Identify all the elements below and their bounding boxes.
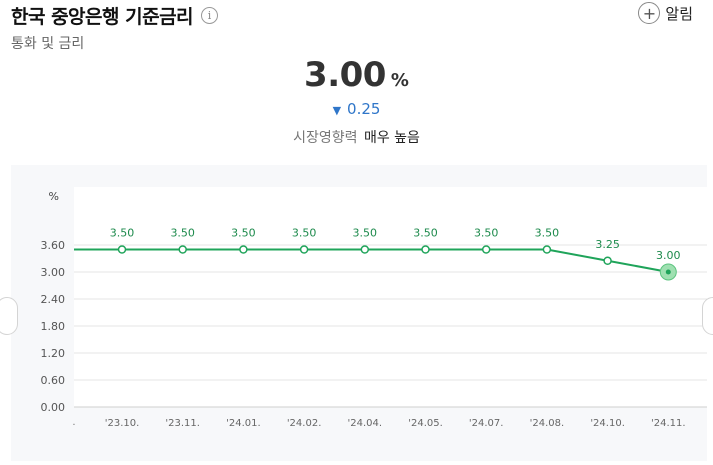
data-point (239, 245, 248, 254)
impact-label: 시장영향력 (293, 130, 358, 146)
data-label: 3.50 (535, 227, 560, 240)
info-icon[interactable]: i (201, 7, 219, 24)
data-label: 3.50 (292, 227, 317, 240)
y-tick-label: 0.00 (41, 401, 66, 414)
x-tick-label: '24.01. (226, 418, 261, 429)
page-title: 한국 중앙은행 기준금리 (11, 6, 194, 28)
data-label: 3.00 (656, 249, 681, 262)
x-tick-label: '24.08. (530, 418, 565, 429)
data-point (603, 256, 612, 265)
data-label: 3.50 (474, 227, 499, 240)
plus-icon: + (638, 2, 661, 24)
x-tick-stub: . (72, 417, 75, 428)
alarm-label: 알림 (665, 4, 693, 23)
x-tick-label: '23.11. (165, 418, 200, 429)
data-label: 3.50 (353, 227, 378, 240)
y-unit-label: % (49, 190, 59, 203)
plot-background (74, 187, 707, 407)
data-point (542, 245, 552, 254)
market-impact: 시장영향력 매우 높음 (0, 127, 713, 147)
x-tick-label: '23.10. (105, 418, 140, 429)
rate-line-chart: % 0.00 0.60 1.20 1.80 2.40 3.00 3.60. '23.10. '23… (41, 187, 707, 429)
data-label: 3.50 (110, 227, 135, 240)
data-label: 3.50 (170, 227, 195, 240)
title-row: 한국 중앙은행 기준금리 i (11, 2, 219, 29)
x-tick-label: '24.02. (287, 418, 322, 429)
data-label: 3.50 (231, 227, 256, 240)
down-arrow-icon: ▼ (332, 104, 342, 117)
x-tick-label: '24.05. (408, 418, 443, 429)
current-rate: 3.00% (0, 55, 713, 95)
y-tick-label: 1.20 (41, 347, 66, 360)
data-point (299, 245, 309, 254)
y-tick-label: 3.00 (41, 266, 66, 279)
data-point (421, 245, 430, 254)
x-tick-label: '24.11. (651, 418, 686, 429)
x-tick-label: '24.07. (469, 418, 504, 429)
y-tick-label: 1.80 (41, 320, 66, 333)
alarm-button[interactable]: + 알림 (638, 2, 693, 24)
chart-area: % 0.00 0.60 1.20 1.80 2.40 3.00 3.60. '23.10. '23… (11, 165, 707, 461)
rate-value: 3.00 (304, 55, 386, 95)
data-label: 3.50 (413, 227, 438, 240)
chart-prev-button[interactable] (0, 297, 18, 335)
data-point (117, 245, 127, 254)
impact-level: 매우 높음 (363, 130, 420, 146)
data-point (178, 245, 187, 254)
chart-next-button[interactable] (702, 297, 713, 335)
y-tick-label: 2.40 (41, 293, 66, 306)
rate-change: ▼ 0.25 (0, 100, 713, 118)
change-value: 0.25 (347, 100, 381, 118)
rate-unit: % (390, 70, 409, 91)
data-point (360, 245, 370, 254)
y-tick-label: 3.60 (41, 239, 66, 252)
x-tick-label: '24.04. (348, 418, 383, 429)
category-subtitle: 통화 및 금리 (11, 36, 85, 52)
data-point (665, 269, 671, 275)
data-label: 3.25 (595, 238, 620, 251)
x-tick-label: '24.10. (590, 418, 625, 429)
y-tick-label: 0.60 (41, 374, 66, 387)
data-point (481, 245, 491, 254)
